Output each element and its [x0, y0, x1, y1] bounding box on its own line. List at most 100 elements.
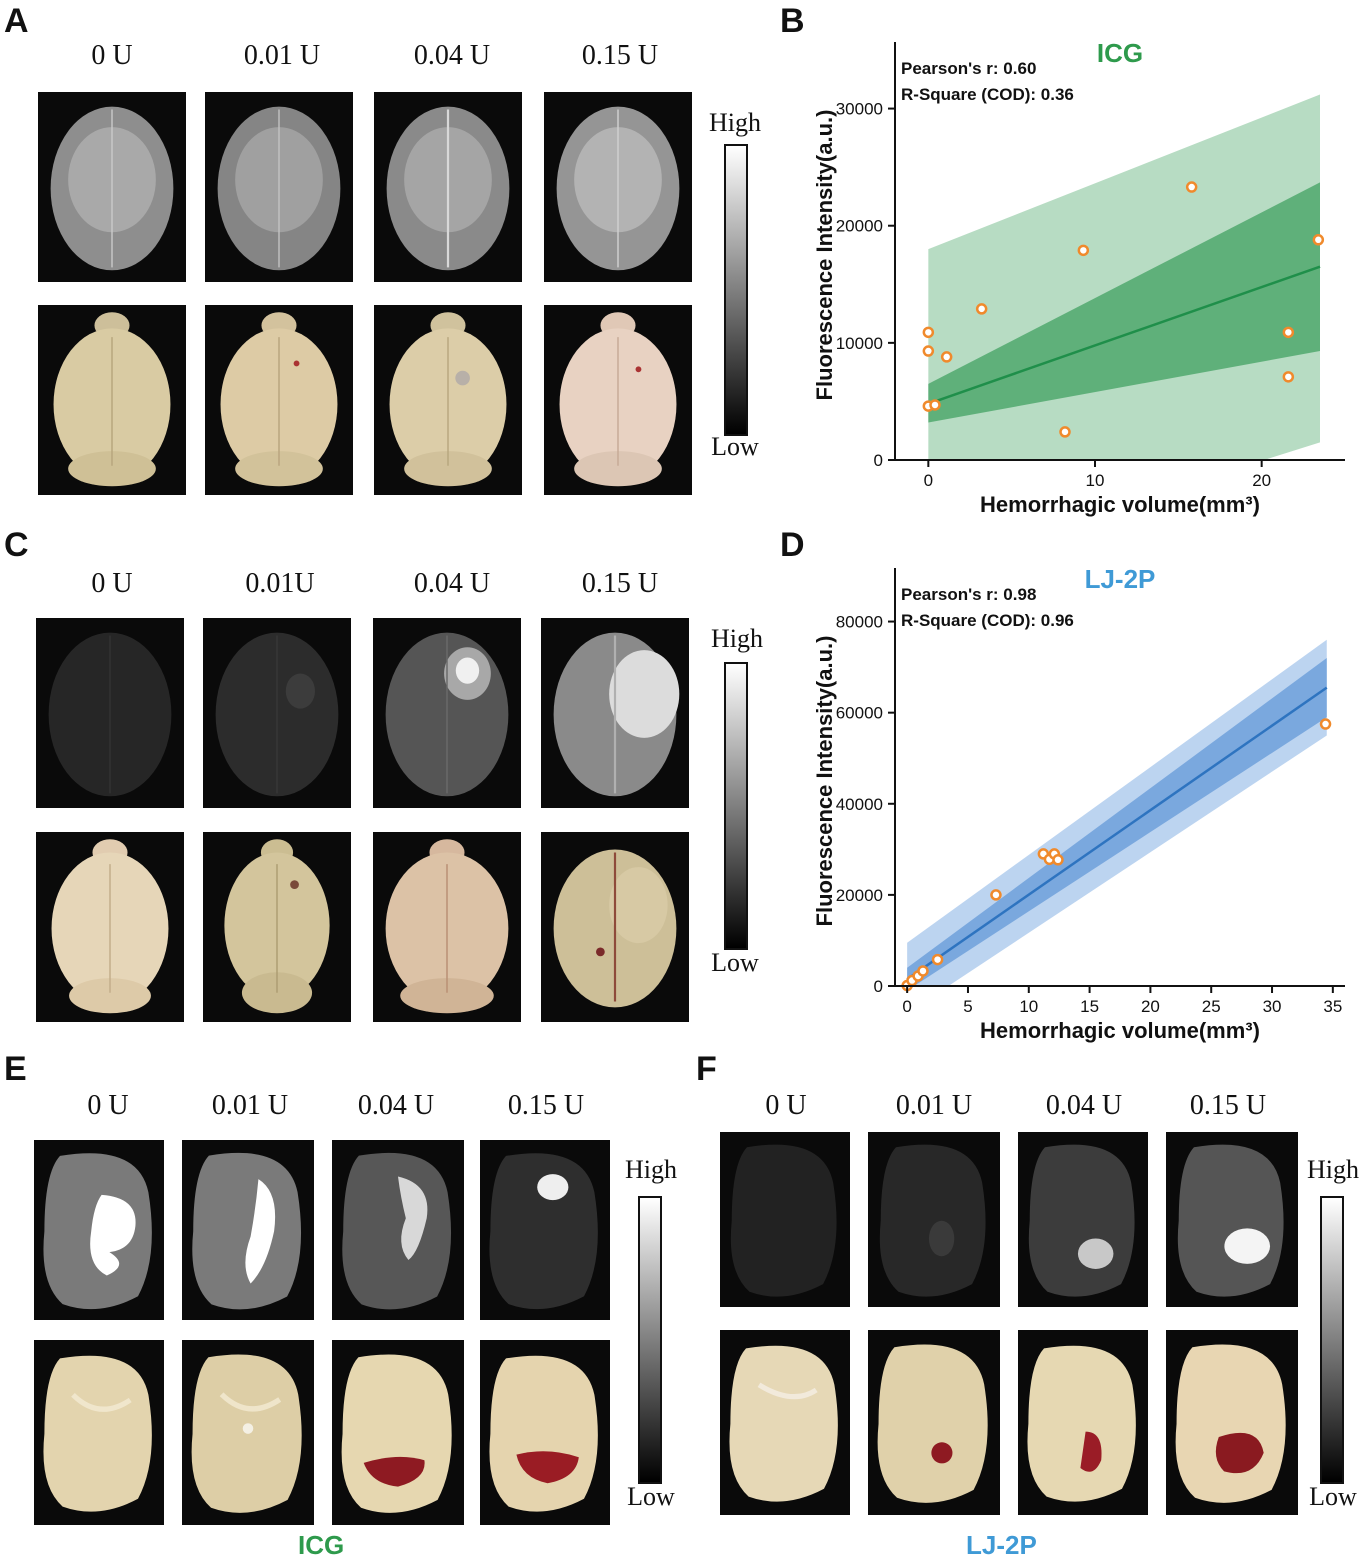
panel-c-conc-2: 0.04 U	[413, 568, 491, 599]
y-tick-label: 10000	[836, 334, 883, 353]
data-point	[1282, 326, 1295, 339]
panel-a-photo-2	[374, 305, 522, 495]
data-point	[1312, 234, 1325, 246]
x-tick-label: 10	[1086, 471, 1105, 490]
fit-line	[906, 686, 1328, 981]
confidence-band	[928, 182, 1320, 423]
panel-e-photo-2	[332, 1340, 464, 1525]
panel-f-conc-0: 0 U	[765, 1090, 807, 1121]
panel-a-conc-1: 0.01 U	[243, 40, 321, 71]
plot-area	[906, 639, 1328, 986]
chart-d: 0 20000 40000 60000 80000 0 5 10 15 20 25 30 35 Hemor…	[812, 564, 1345, 1043]
panel-a-colorbar	[724, 144, 748, 436]
chart-title: LJ-2P	[1085, 564, 1156, 594]
panel-c-label: C	[4, 526, 29, 564]
panel-f-fluor-2	[1018, 1132, 1148, 1307]
panel-c-fluor-2	[373, 618, 521, 808]
panel-c-photo-2	[373, 832, 521, 1022]
y-axis-label: Fluorescence Intensity(a.u.)	[812, 110, 837, 401]
data-point	[931, 953, 944, 966]
panel-e-fluor-0	[34, 1140, 164, 1320]
data-point	[929, 399, 941, 411]
panel-f-label: F	[696, 1050, 717, 1088]
x-tick-label: 0	[924, 471, 933, 490]
confidence-band	[907, 658, 1327, 986]
panel-a-fluor-0	[38, 92, 186, 282]
panel-a-conc-3: 0.15 U	[581, 40, 659, 71]
y-tick-label: 0	[874, 451, 883, 470]
stat-line: Pearson's r: 0.98	[901, 585, 1036, 604]
panel-e-label: E	[4, 1050, 27, 1088]
x-tick-label: 10	[1019, 997, 1038, 1016]
data-point	[990, 889, 1002, 901]
panel-f-colorbar-high: High	[1307, 1155, 1359, 1184]
panel-c-conc-3: 0.15 U	[581, 568, 659, 599]
x-axis-label: Hemorrhagic volume(mm³)	[980, 492, 1260, 517]
data-point	[922, 326, 935, 339]
panel-f-photo-1	[868, 1330, 1000, 1515]
panel-c-photo-1	[203, 832, 351, 1022]
y-tick-label: 0	[874, 977, 883, 996]
panel-c-colorbar	[724, 662, 748, 950]
panel-e-colorbar-high: High	[625, 1155, 677, 1184]
panel-c-fluor-1	[203, 618, 351, 808]
panel-e-fluor-3	[480, 1140, 610, 1320]
panel-a-colorbar-low: Low	[711, 432, 759, 461]
panel-b-label: B	[780, 2, 805, 40]
panel-f-conc-2: 0.04 U	[1045, 1090, 1123, 1121]
data-point	[917, 965, 929, 977]
panel-f-conc-3: 0.15 U	[1189, 1090, 1267, 1121]
x-tick-label: 25	[1202, 997, 1221, 1016]
panel-d-label: D	[780, 526, 805, 564]
data-point	[975, 303, 988, 315]
y-tick-label: 80000	[836, 613, 883, 632]
chart-title: ICG	[1097, 38, 1143, 68]
panel-f-conc-1: 0.01 U	[895, 1090, 973, 1121]
stat-line: Pearson's r: 0.60	[901, 59, 1036, 78]
panel-a-photo-0	[38, 305, 186, 495]
x-tick-label: 30	[1263, 997, 1282, 1016]
panel-c-photo-3	[541, 832, 689, 1022]
y-tick-label: 60000	[836, 704, 883, 723]
x-tick-label: 5	[963, 997, 972, 1016]
data-point	[940, 351, 953, 363]
stat-line: R-Square (COD): 0.36	[901, 85, 1074, 104]
panel-e-colorbar-low: Low	[627, 1482, 675, 1511]
data-point	[1319, 718, 1332, 730]
panel-f-fluor-1	[868, 1132, 1000, 1307]
panel-a-label: A	[4, 2, 29, 40]
y-tick-label: 20000	[836, 217, 883, 236]
panel-c-colorbar-low: Low	[711, 948, 759, 977]
panel-e-fluor-1	[182, 1140, 314, 1320]
x-tick-label: 15	[1080, 997, 1099, 1016]
panel-a-colorbar-high: High	[709, 108, 761, 137]
panel-a-fluor-1	[205, 92, 353, 282]
panel-f-photo-2	[1018, 1330, 1148, 1515]
x-tick-label: 20	[1141, 997, 1160, 1016]
panel-f-photo-3	[1166, 1330, 1298, 1515]
chart-b: 0 10000 20000 30000 0 10 20 Hemorrhagic volume(…	[812, 38, 1345, 517]
x-tick-label: 0	[902, 997, 911, 1016]
panel-a-conc-2: 0.04 U	[413, 40, 491, 71]
data-point	[1282, 371, 1295, 383]
panel-c-conc-0: 0 U	[91, 568, 133, 599]
data-point	[1052, 854, 1064, 866]
y-tick-label: 20000	[836, 886, 883, 905]
panel-e-photo-0	[34, 1340, 164, 1525]
panel-f-photo-0	[720, 1330, 850, 1515]
y-axis-label: Fluorescence Intensity(a.u.)	[812, 636, 837, 927]
panel-f-fluor-3	[1166, 1132, 1298, 1307]
data-point	[922, 345, 935, 357]
panel-e-conc-2: 0.04 U	[357, 1090, 435, 1121]
panel-a-photo-3	[544, 305, 692, 495]
panel-a-fluor-2	[374, 92, 522, 282]
panel-f-fluor-0	[720, 1132, 850, 1307]
panel-e-photo-3	[480, 1340, 610, 1525]
panel-f-colorbar-low: Low	[1309, 1482, 1357, 1511]
plot-area	[927, 94, 1321, 460]
panel-f-colorbar	[1320, 1196, 1344, 1484]
panel-c-fluor-0	[36, 618, 184, 808]
panel-c-conc-1: 0.01U	[245, 568, 315, 599]
x-tick-label: 20	[1252, 471, 1271, 490]
panel-a-fluor-3	[544, 92, 692, 282]
